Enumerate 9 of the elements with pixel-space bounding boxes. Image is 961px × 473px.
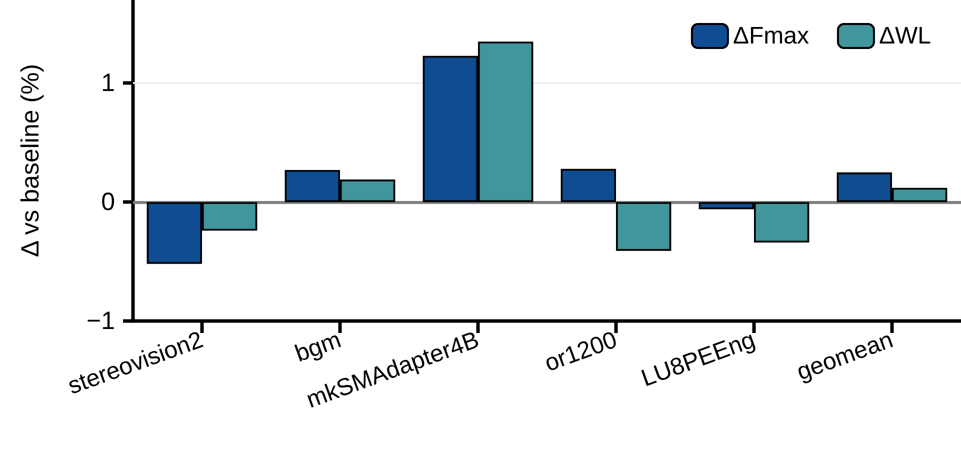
bar bbox=[560, 168, 616, 202]
y-tick-label: −1 bbox=[86, 307, 115, 335]
y-tick-label: 1 bbox=[101, 69, 115, 98]
bar bbox=[616, 202, 672, 251]
legend-label: ΔFmax bbox=[732, 22, 809, 50]
y-tick-label: 0 bbox=[101, 188, 115, 216]
legend-label: ΔWL bbox=[878, 22, 931, 50]
x-tick-label: or1200 bbox=[541, 326, 621, 378]
y-axis-title: Δ vs baseline (%) bbox=[16, 64, 44, 258]
